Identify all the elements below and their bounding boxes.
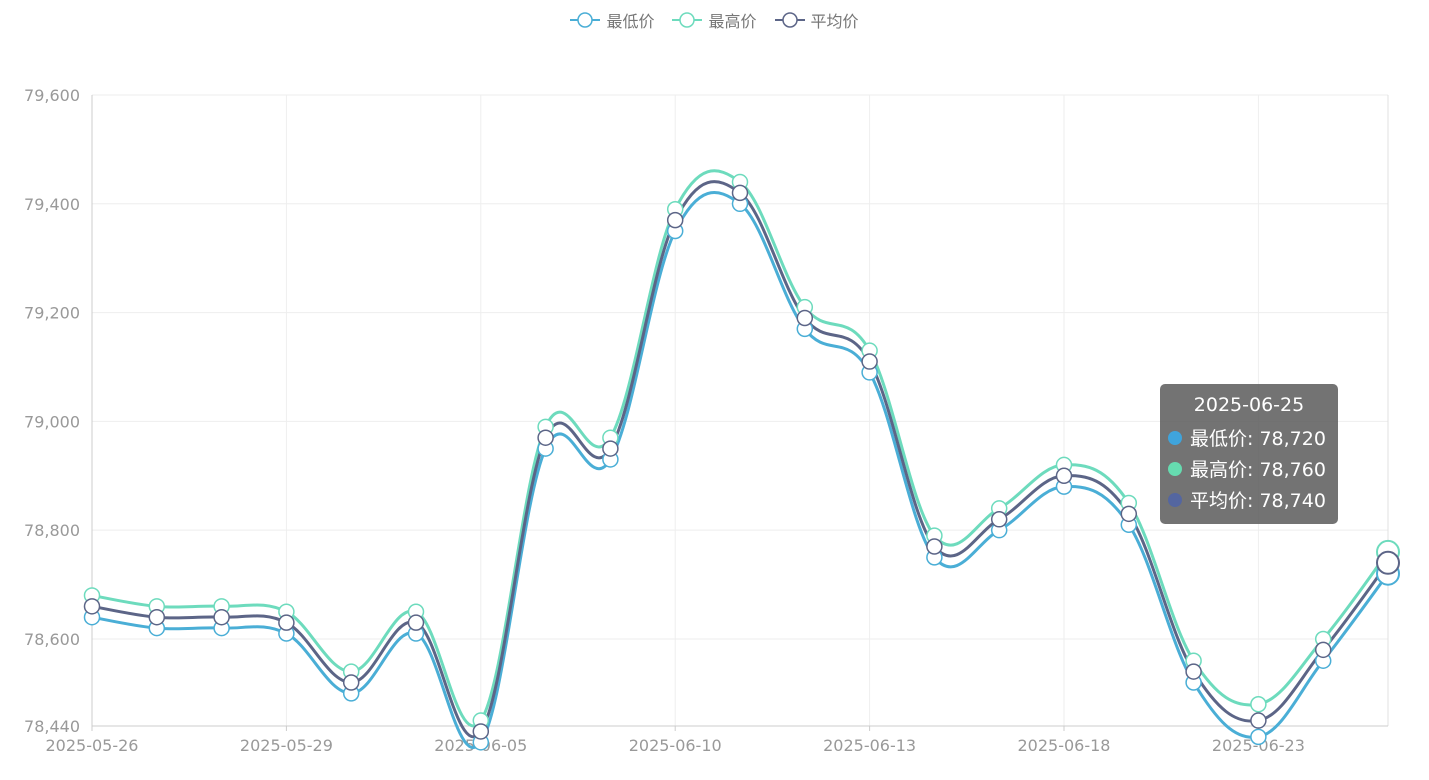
legend-high-line-icon bbox=[672, 12, 703, 28]
tooltip-label-high: 最高价: 78,760 bbox=[1190, 459, 1326, 481]
point-avg bbox=[537, 429, 554, 446]
y-tick-label: 78,600 bbox=[24, 630, 80, 649]
point-avg bbox=[342, 674, 360, 691]
point-avg bbox=[278, 614, 295, 631]
point-high bbox=[1250, 695, 1267, 713]
y-tick-label: 79,400 bbox=[24, 195, 80, 214]
legend-label-high: 最高价 bbox=[708, 12, 757, 31]
y-tick-label: 78,440 bbox=[24, 717, 80, 736]
legend-avg-line-icon bbox=[774, 12, 805, 28]
tooltip-label-low: 最低价: 78,720 bbox=[1190, 428, 1326, 450]
point-low bbox=[1250, 728, 1267, 746]
point-avg bbox=[213, 608, 230, 626]
legend-low-line-icon bbox=[570, 12, 601, 28]
x-tick-label: 2025-05-26 bbox=[46, 736, 139, 755]
tooltip-title: 2025-06-25 bbox=[1193, 394, 1305, 416]
point-avg bbox=[1120, 505, 1138, 523]
point-avg bbox=[926, 538, 943, 555]
chart-tooltip: 2025-06-25 最低价: 78,720 最高价: 78,760 平均价: … bbox=[1160, 384, 1338, 524]
point-avg bbox=[861, 353, 878, 370]
tooltip-dot-avg bbox=[1168, 492, 1182, 507]
point-avg bbox=[1250, 712, 1267, 729]
point-avg bbox=[472, 723, 490, 740]
point-avg bbox=[731, 184, 749, 202]
y-tick-label: 79,000 bbox=[24, 412, 80, 431]
y-tick-label: 79,600 bbox=[24, 86, 80, 105]
x-tick-label: 2025-06-18 bbox=[1018, 736, 1111, 755]
tooltip-row-avg: 平均价: 78,740 bbox=[1168, 484, 1330, 515]
tooltip-dot-high bbox=[1168, 461, 1182, 476]
point-avg bbox=[602, 440, 619, 457]
point-avg bbox=[1185, 663, 1202, 680]
point-avg bbox=[990, 511, 1008, 528]
legend-item-high[interactable]: 最高价 bbox=[672, 8, 757, 32]
legend-label-low: 最低价 bbox=[606, 12, 655, 31]
legend-label-avg: 平均价 bbox=[810, 12, 859, 31]
point-avg bbox=[796, 309, 814, 327]
tooltip-label-avg: 平均价: 78,740 bbox=[1190, 490, 1326, 512]
point-avg bbox=[1376, 550, 1400, 575]
chart-legend: 最低价 最高价 平均价 bbox=[0, 8, 1429, 32]
x-tick-label: 2025-06-10 bbox=[629, 736, 722, 755]
tooltip-dot-low bbox=[1168, 430, 1182, 445]
legend-item-low[interactable]: 最低价 bbox=[570, 8, 654, 32]
tooltip-row-high: 最高价: 78,760 bbox=[1168, 453, 1330, 484]
y-tick-label: 79,200 bbox=[24, 304, 80, 323]
point-avg bbox=[407, 614, 425, 631]
x-tick-label: 2025-06-23 bbox=[1212, 736, 1305, 755]
point-avg bbox=[666, 211, 684, 229]
x-tick-label: 2025-05-29 bbox=[240, 736, 333, 755]
legend-item-avg[interactable]: 平均价 bbox=[774, 8, 859, 32]
tooltip-row-low: 最低价: 78,720 bbox=[1168, 422, 1330, 453]
point-avg bbox=[148, 608, 166, 626]
point-avg bbox=[1055, 467, 1073, 485]
point-avg bbox=[83, 598, 101, 615]
x-tick-label: 2025-06-13 bbox=[823, 736, 916, 755]
y-tick-label: 78,800 bbox=[24, 521, 80, 540]
point-avg bbox=[1314, 641, 1332, 659]
